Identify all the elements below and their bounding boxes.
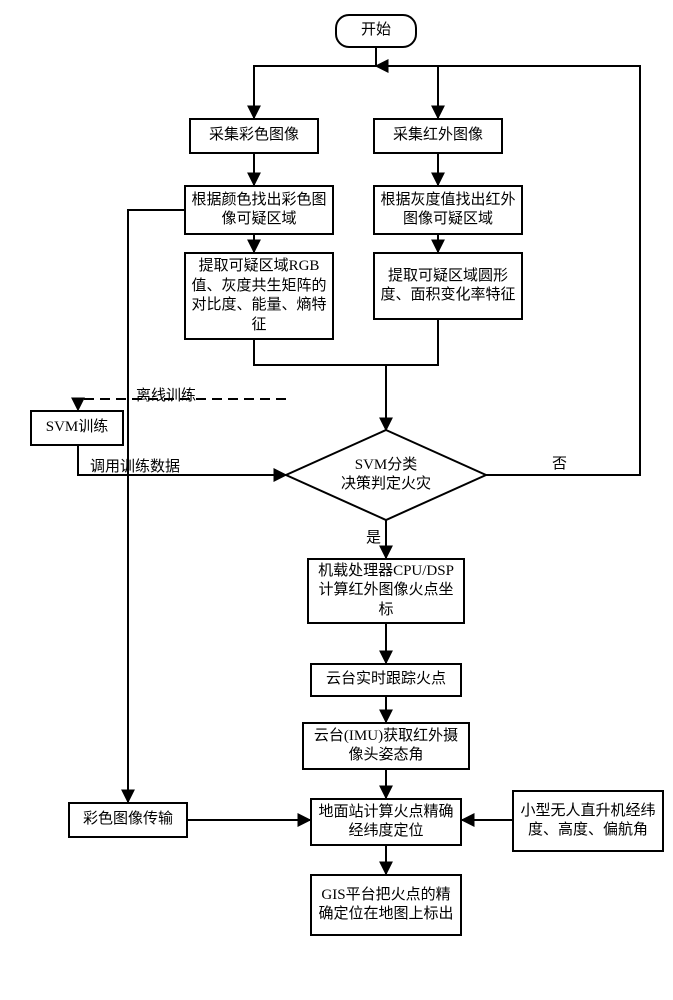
node-extract-ir: 提取可疑区域圆形度、面积变化率特征 [373,252,523,320]
node-gis: GIS平台把火点的精确定位在地图上标出 [310,874,462,936]
node-uav-info: 小型无人直升机经纬度、高度、偏航角 [512,790,664,852]
node-gimbal-track: 云台实时跟踪火点 [310,663,462,697]
node-start: 开始 [335,14,417,48]
node-cpu-dsp: 机载处理器CPU/DSP计算红外图像火点坐标 [307,558,465,624]
node-collect-ir: 采集红外图像 [373,118,503,154]
node-gimbal-imu: 云台(IMU)获取红外摄像头姿态角 [302,722,470,770]
node-extract-color: 提取可疑区域RGB值、灰度共生矩阵的对比度、能量、熵特征 [184,252,334,340]
label-no: 否 [552,452,567,473]
node-collect-color: 采集彩色图像 [189,118,319,154]
node-find-color-area: 根据颜色找出彩色图像可疑区域 [184,185,334,235]
node-ground-station: 地面站计算火点精确经纬度定位 [310,798,462,846]
svm-decision-label: SVM分类 决策判定火灾 [341,456,431,495]
label-yes: 是 [366,526,381,547]
node-svm-decision: SVM分类 决策判定火灾 [286,430,486,520]
node-find-ir-area: 根据灰度值找出红外图像可疑区域 [373,185,523,235]
label-call-train-data: 调用训练数据 [90,455,180,476]
node-svm-train: SVM训练 [30,410,124,446]
label-offline-train: 离线训练 [136,384,196,405]
node-color-transmit: 彩色图像传输 [68,802,188,838]
